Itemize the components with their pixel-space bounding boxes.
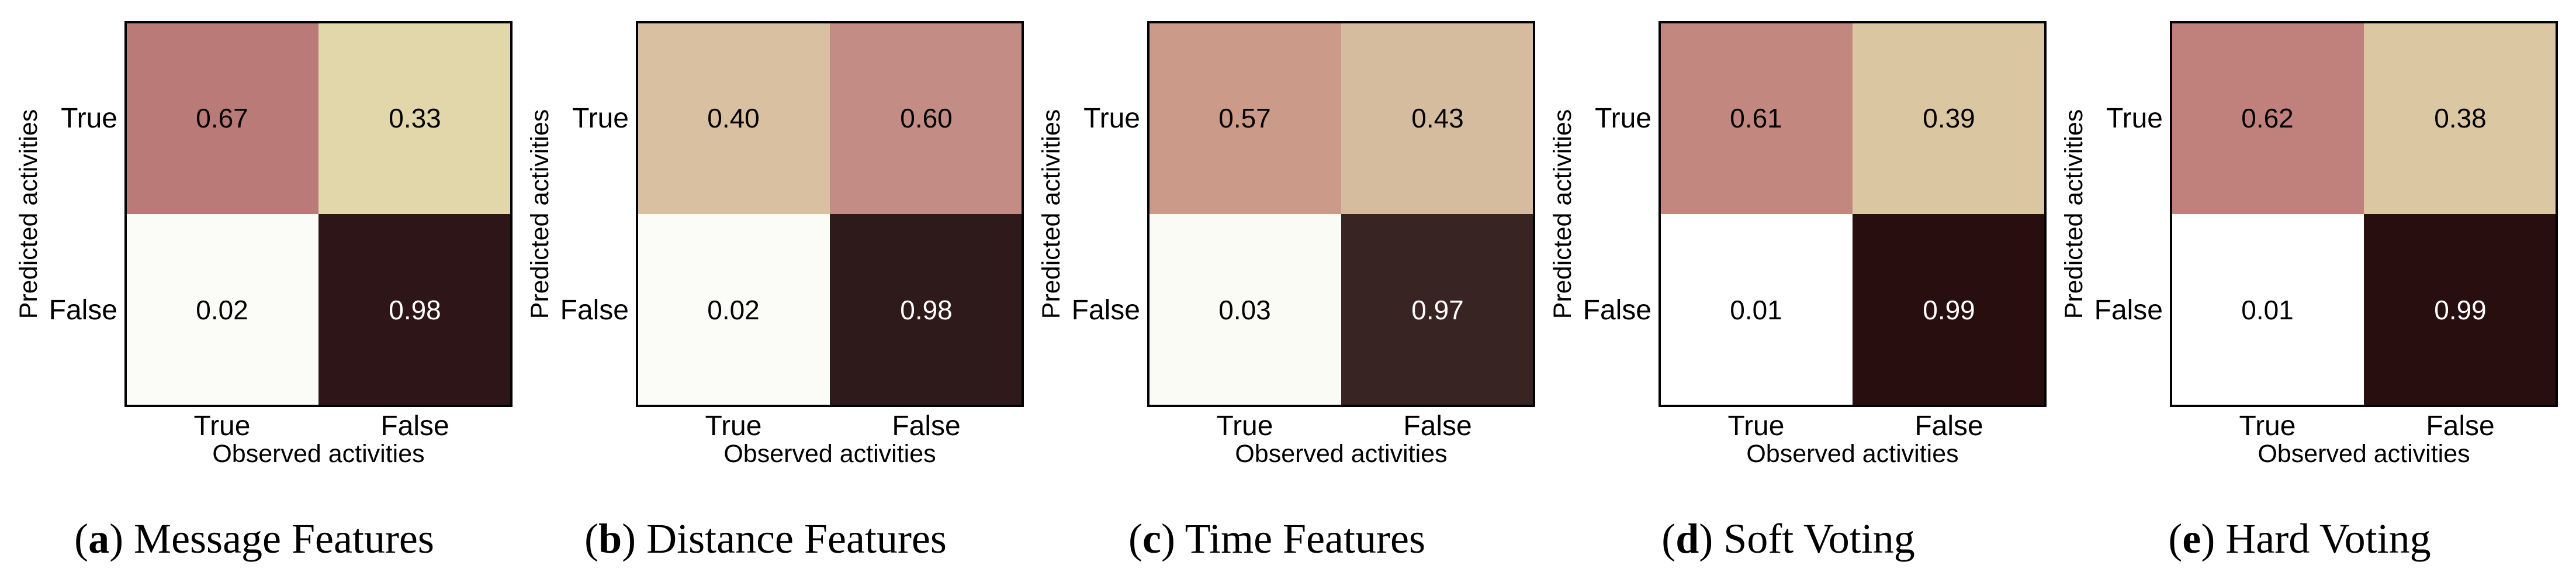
cell-value-label: 0.39 (1923, 103, 1975, 133)
heatmap-cell-r0-c0 (1148, 22, 1341, 214)
subfigure-caption: (d) Soft Voting (1661, 515, 1914, 562)
heatmap-cell-r1-c0 (126, 214, 318, 406)
cell-value-label: 0.99 (2434, 295, 2487, 325)
x-tick-label: False (892, 411, 960, 442)
heatmap-frame (1147, 21, 1535, 407)
x-axis-label: Observed activities (2258, 440, 2470, 468)
x-tick-label: False (380, 411, 449, 442)
heatmap-cell-r0-c1 (2364, 22, 2557, 214)
y-tick-label: False (1072, 295, 1140, 326)
heatmap-cell-r1-c0 (1660, 214, 1853, 406)
cell-value-label: 0.01 (1730, 295, 1782, 325)
heatmap-cell-r0-c0 (637, 22, 830, 214)
cell-value-label: 0.99 (1923, 295, 1975, 325)
x-tick-label: True (1217, 411, 1273, 442)
x-tick-label: True (1728, 411, 1785, 442)
y-tick-label: False (560, 295, 629, 326)
heatmap-cell-r1-c0 (2171, 214, 2364, 406)
cell-value-label: 0.98 (389, 295, 441, 325)
cell-value-label: 0.38 (2434, 103, 2487, 133)
x-axis-label: Observed activities (1746, 440, 1958, 468)
cell-value-label: 0.40 (707, 103, 760, 133)
cell-value-label: 0.67 (196, 103, 248, 133)
y-tick-label: True (1595, 103, 1651, 134)
cell-value-label: 0.43 (1411, 103, 1464, 133)
heatmap-cell-r1-c1 (2364, 214, 2557, 406)
x-tick-label: True (2239, 411, 2296, 442)
heatmap-cell-r0-c1 (318, 22, 511, 214)
heatmap-cell-r1-c1 (1341, 214, 1534, 406)
heatmap-cell-r1-c1 (318, 214, 511, 406)
cell-value-label: 0.03 (1218, 295, 1271, 325)
heatmap-cell-r0-c1 (1341, 22, 1534, 214)
cell-value-label: 0.60 (900, 103, 953, 133)
heatmap-cell-r0-c0 (1660, 22, 1853, 214)
y-tick-label: True (1083, 103, 1140, 134)
cell-value-label: 0.57 (1218, 103, 1271, 133)
heatmap-cell-r1-c0 (1148, 214, 1341, 406)
heatmap-frame (2170, 21, 2558, 407)
y-tick-label: False (2094, 295, 2163, 326)
y-tick-label: True (2106, 103, 2163, 134)
subfigure-caption: (c) Time Features (1128, 515, 1425, 562)
x-tick-label: False (2426, 411, 2494, 442)
x-tick-label: False (1403, 411, 1471, 442)
heatmap-cell-r0-c1 (1853, 22, 2045, 214)
x-tick-label: True (194, 411, 251, 442)
cell-value-label: 0.62 (2241, 103, 2294, 133)
subfigure-caption: (b) Distance Features (584, 515, 947, 562)
y-axis-label: Predicted activities (526, 109, 554, 319)
heatmap-cell-r0-c1 (830, 22, 1023, 214)
y-tick-label: True (572, 103, 629, 134)
y-axis-label: Predicted activities (15, 109, 43, 319)
cell-value-label: 0.98 (900, 295, 953, 325)
x-axis-label: Observed activities (723, 440, 936, 468)
subfigure-caption: (a) Message Features (74, 515, 434, 562)
cell-value-label: 0.61 (1730, 103, 1782, 133)
heatmap-cell-r0-c0 (2171, 22, 2364, 214)
heatmap-frame (124, 21, 513, 407)
heatmap-frame (1659, 21, 2047, 407)
y-tick-label: False (49, 295, 117, 326)
cell-value-label: 0.02 (196, 295, 248, 325)
y-axis-label: Predicted activities (1549, 109, 1577, 319)
y-tick-label: True (61, 103, 117, 134)
heatmap-cell-r1-c1 (830, 214, 1023, 406)
x-axis-label: Observed activities (212, 440, 424, 468)
x-tick-label: True (705, 411, 762, 442)
x-tick-label: False (1914, 411, 1983, 442)
heatmap-cell-r1-c0 (637, 214, 830, 406)
heatmap-frame (636, 21, 1024, 407)
x-axis-label: Observed activities (1235, 440, 1447, 468)
cell-value-label: 0.97 (1411, 295, 1464, 325)
y-axis-label: Predicted activities (1037, 109, 1065, 319)
y-axis-label: Predicted activities (2060, 109, 2088, 319)
heatmap-cell-r0-c0 (126, 22, 318, 214)
subfigure-caption: (e) Hard Voting (2168, 515, 2430, 562)
y-tick-label: False (1583, 295, 1651, 326)
cell-value-label: 0.01 (2241, 295, 2294, 325)
cell-value-label: 0.02 (707, 295, 760, 325)
cell-value-label: 0.33 (389, 103, 441, 133)
heatmap-cell-r1-c1 (1853, 214, 2045, 406)
